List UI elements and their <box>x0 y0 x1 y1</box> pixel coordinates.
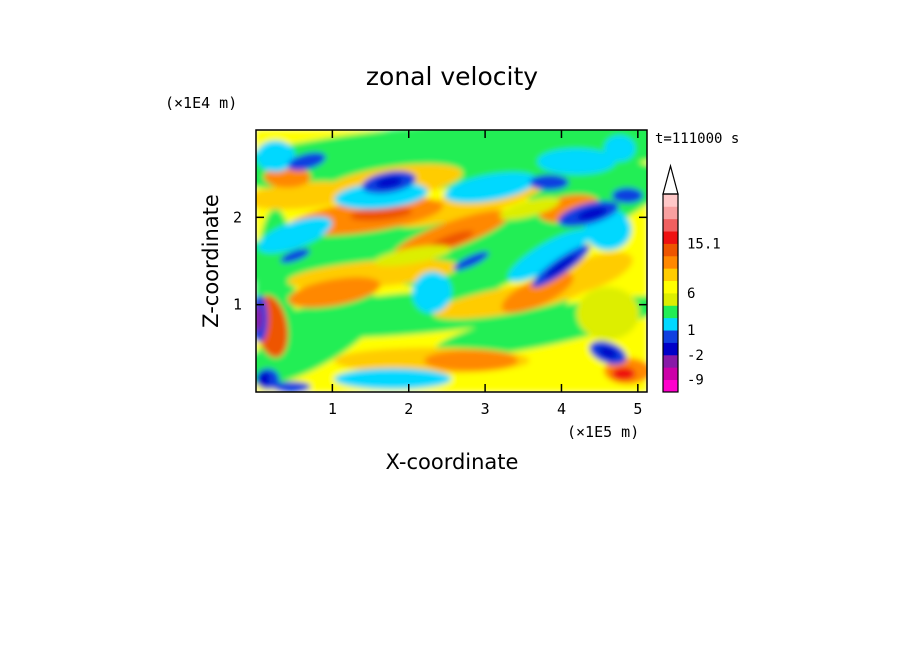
x-axis-label: X-coordinate <box>386 450 519 474</box>
x-tick-label: 2 <box>404 400 413 418</box>
x-tick-label: 3 <box>481 400 490 418</box>
colorbar-swatch <box>663 342 678 356</box>
colorbar-frame <box>662 193 679 393</box>
colorbar-swatch <box>663 243 678 257</box>
plot-area <box>255 129 648 393</box>
colorbar-swatch <box>663 268 678 282</box>
x-axis: 1 2 3 4 5 <box>328 130 642 418</box>
colorbar-swatch <box>663 206 678 220</box>
colorbar-swatch <box>663 255 678 269</box>
plot-frame <box>255 129 648 393</box>
colorbar-swatch <box>663 194 678 207</box>
chart-title: zonal velocity <box>366 62 538 91</box>
x-tick-label: 5 <box>633 400 642 418</box>
y-axis: 12 <box>233 208 647 314</box>
colorbar-swatch <box>663 317 678 331</box>
colorbar-swatch <box>663 305 678 319</box>
colorbar-label: 1 <box>687 323 695 339</box>
colorbar-label: 15.1 <box>687 237 721 253</box>
colorbar-swatch <box>663 280 678 294</box>
colorbar-swatch <box>663 379 678 393</box>
colorbar-label: -2 <box>687 348 704 364</box>
colorbar-swatch <box>663 218 678 232</box>
y-tick-label: 1 <box>233 296 242 314</box>
time-label: t=111000 s <box>655 131 739 147</box>
y-axis-label: Z-coordinate <box>199 194 223 328</box>
colorbar: 15.1 6 1 -2 -9 <box>662 163 721 393</box>
x-unit-label: (×1E5 m) <box>567 423 639 441</box>
y-tick-label: 2 <box>233 208 242 226</box>
x-tick-label: 1 <box>328 400 337 418</box>
y-unit-label: (×1E4 m) <box>165 94 237 112</box>
colorbar-extend-arrow <box>662 163 679 195</box>
colorbar-label: -9 <box>687 373 704 389</box>
velocity-field <box>256 130 647 392</box>
colorbar-swatch <box>663 330 678 343</box>
x-tick-label: 4 <box>557 400 566 418</box>
colorbar-swatch <box>663 367 678 381</box>
colorbar-swatch <box>663 231 678 244</box>
colorbar-swatch <box>663 354 678 368</box>
colorbar-swatch <box>663 293 678 306</box>
colorbar-label: 6 <box>687 286 695 302</box>
